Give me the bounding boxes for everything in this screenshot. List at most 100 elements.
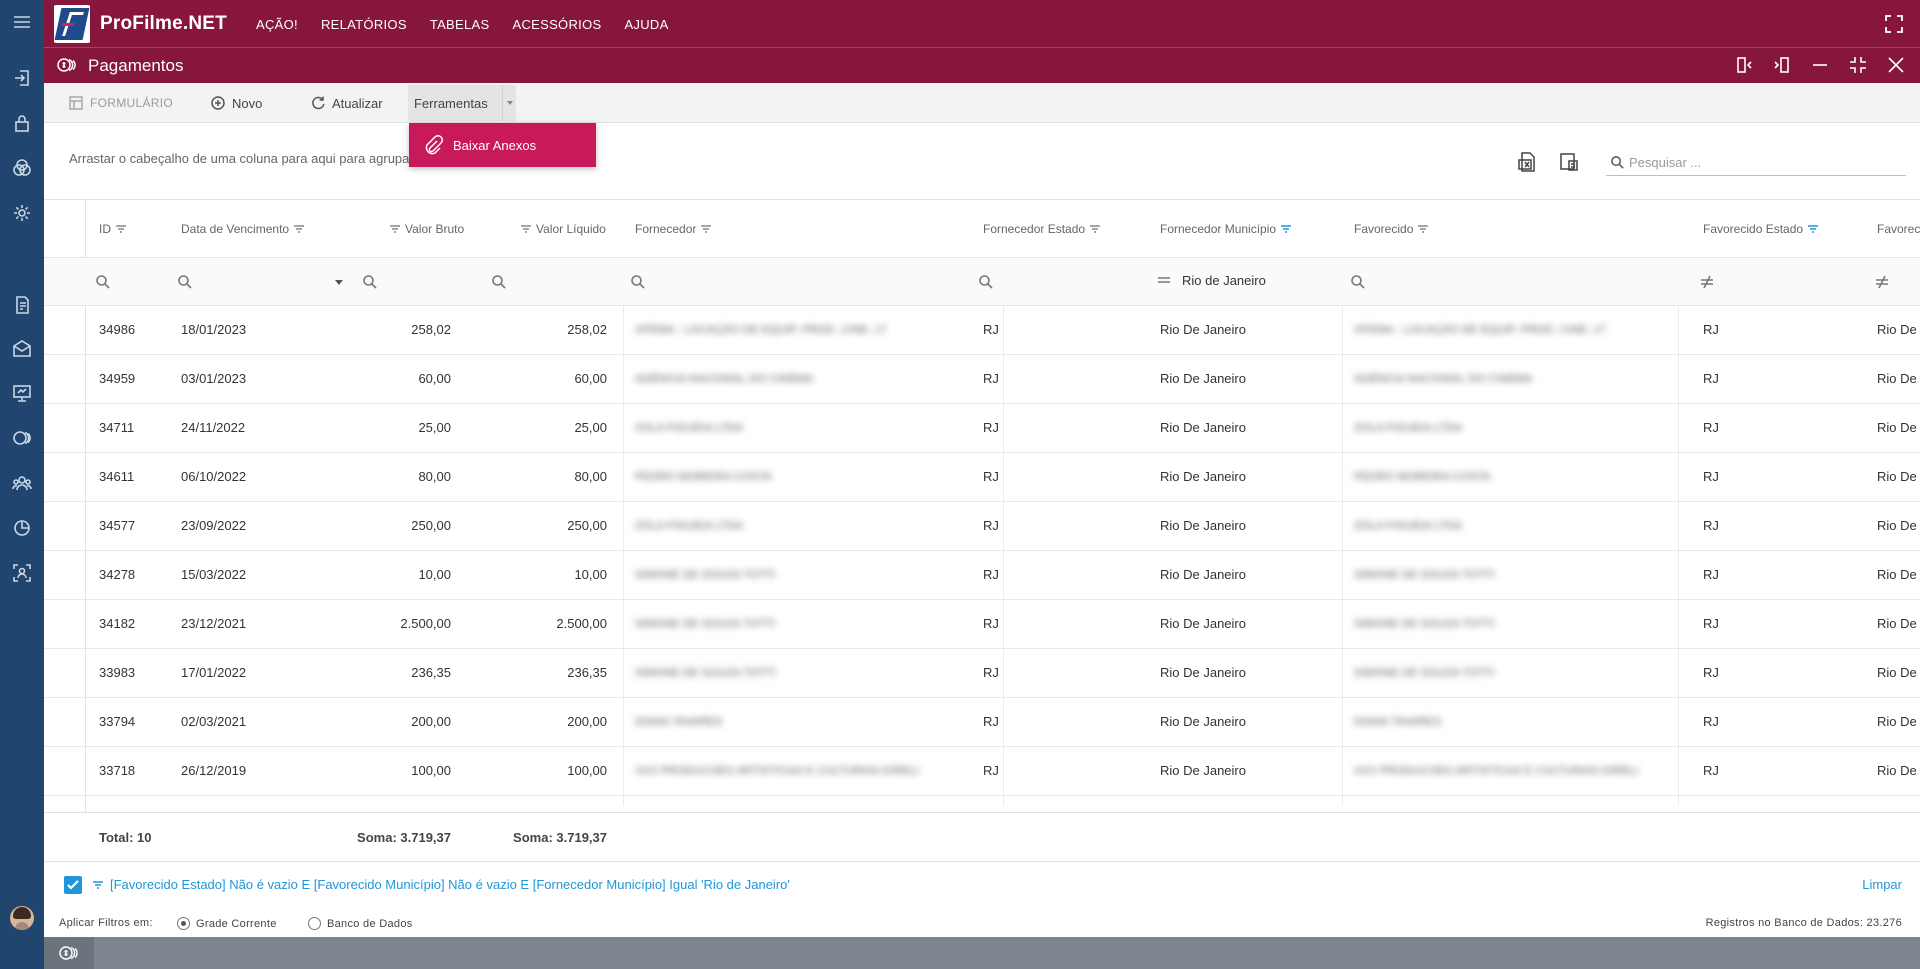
cell-valor-liquido: 60,00 [574, 371, 607, 386]
filter-icon[interactable] [293, 223, 305, 235]
cell-favorecido-municipio: Rio De [1877, 763, 1917, 778]
document-add-icon[interactable] [10, 293, 34, 317]
search-icon [96, 275, 110, 289]
export-excel-button[interactable] [1517, 151, 1541, 175]
rings-icon[interactable] [10, 156, 34, 180]
table-row[interactable]: 34959 03/01/2023 60,00 60,00 AGÊNCIA NACIONA… [44, 355, 1920, 404]
search-input[interactable] [1629, 155, 1889, 170]
date-dropdown-icon[interactable] [335, 280, 343, 285]
table-row[interactable]: 33718 26/12/2019 100,00 100,00 XXX PRODUCOES… [44, 747, 1920, 796]
filter-enabled-checkbox[interactable] [64, 876, 82, 894]
table-row[interactable]: 34278 15/03/2022 10,00 10,00 SIMONE DE SOUZA… [44, 551, 1920, 600]
cell-favorecido-municipio: Rio De [1877, 567, 1917, 582]
filter-icon[interactable] [115, 223, 127, 235]
payments-icon[interactable] [10, 426, 34, 450]
column-header-label: Valor Líquido [536, 222, 606, 236]
column-header-favorecido-municipio[interactable]: Favorec [1877, 222, 1920, 236]
search-icon [1351, 275, 1365, 289]
filter-icon[interactable] [520, 223, 532, 235]
cell-favorecido-estado: RJ [1703, 420, 1719, 435]
mail-open-icon[interactable] [10, 336, 34, 360]
column-header-fornecedor-municipio[interactable]: Fornecedor Município [1160, 222, 1292, 236]
filter-cell-id[interactable] [95, 274, 111, 290]
filter-expression[interactable]: [Favorecido Estado] Não é vazio E [Favor… [92, 877, 790, 892]
cell-valor-liquido: 2.500,00 [556, 616, 607, 631]
filter-active-icon[interactable] [1807, 223, 1819, 235]
cell-fornecedor: ZOLA FIGUEIA LTDA [635, 422, 744, 434]
column-header-favorecido[interactable]: Favorecido [1354, 222, 1429, 236]
formulario-button[interactable]: FORMULÁRIO [68, 95, 173, 111]
filter-cell-fornecedor[interactable] [630, 274, 646, 290]
not-equal-icon [1876, 275, 1888, 289]
payments-tab[interactable] [44, 937, 94, 969]
atualizar-button[interactable]: Atualizar [310, 95, 383, 111]
menu-tabelas[interactable]: TABELAS [429, 17, 490, 32]
radio-dot[interactable] [308, 917, 321, 930]
radio-banco-de-dados[interactable]: Banco de Dados [308, 917, 413, 930]
presentation-icon[interactable] [10, 381, 34, 405]
column-header-favorecido-estado[interactable]: Favorecido Estado [1703, 222, 1819, 236]
face-scan-icon[interactable] [10, 561, 34, 585]
column-header-fornecedor[interactable]: Fornecedor [635, 222, 712, 236]
cell-vencimento: 17/01/2022 [181, 665, 247, 680]
user-avatar[interactable] [10, 906, 34, 930]
ferramentas-button[interactable]: Ferramentas [408, 85, 516, 121]
column-header-valor-liquido[interactable]: Valor Líquido [520, 222, 606, 236]
cell-valor-bruto: 100,00 [411, 763, 451, 778]
cell-favorecido-estado: RJ [1703, 322, 1719, 337]
table-row[interactable]: 33794 02/03/2021 200,00 200,00 DIANA TAVARES… [44, 698, 1920, 747]
dock-left-icon[interactable] [1734, 55, 1754, 75]
table-row[interactable]: 34611 06/10/2022 80,00 80,00 PEDRO MOREIRA C… [44, 453, 1920, 502]
radio-dot[interactable] [177, 917, 190, 930]
table-row[interactable]: 34986 18/01/2023 258,02 258,02 XPEMA - LOCAÇ… [44, 306, 1920, 355]
radio-grade-corrente[interactable]: Grade Corrente [177, 917, 277, 930]
column-header-id[interactable]: ID [99, 222, 127, 236]
filter-cell-vencimento[interactable] [177, 274, 193, 290]
table-row[interactable]: 33983 17/01/2022 236,35 236,35 SIMONE DE SOU… [44, 649, 1920, 698]
filter-active-icon[interactable] [1280, 223, 1292, 235]
column-header-fornecedor-estado[interactable]: Fornecedor Estado [983, 222, 1101, 236]
filter-cell-favorecido[interactable] [1350, 274, 1366, 290]
filter-icon[interactable] [389, 223, 401, 235]
novo-button[interactable]: Novo [210, 95, 262, 111]
filter-icon[interactable] [700, 223, 712, 235]
gear-icon[interactable] [10, 201, 34, 225]
clear-filter-link[interactable]: Limpar [1862, 877, 1902, 892]
filter-cell-valor-liquido[interactable] [491, 274, 507, 290]
column-header-valor-bruto[interactable]: Valor Bruto [389, 222, 464, 236]
filter-icon[interactable] [1089, 223, 1101, 235]
filter-cell-valor-bruto[interactable] [362, 274, 378, 290]
menu-ajuda[interactable]: AJUDA [624, 17, 669, 32]
table-row[interactable]: 34711 24/11/2022 25,00 25,00 ZOLA FIGUEIA LT… [44, 404, 1920, 453]
column-chooser-button[interactable] [1558, 151, 1582, 175]
table-row[interactable]: 34577 23/09/2022 250,00 250,00 ZOLA FIGUEIA … [44, 502, 1920, 551]
cell-valor-bruto: 200,00 [411, 714, 451, 729]
column-chooser-icon [1560, 153, 1578, 171]
baixar-anexos-label: Baixar Anexos [453, 137, 537, 153]
menu-acessorios[interactable]: ACESSÓRIOS [512, 17, 602, 32]
dock-right-icon[interactable] [1772, 55, 1792, 75]
lock-icon[interactable] [10, 111, 34, 135]
fullscreen-icon[interactable] [1884, 14, 1904, 34]
filter-icon[interactable] [1417, 223, 1429, 235]
filter-cell-fornecedor-estado[interactable] [978, 274, 994, 290]
close-icon[interactable] [1886, 55, 1906, 75]
pie-chart-icon[interactable] [10, 516, 34, 540]
users-icon[interactable] [10, 471, 34, 495]
filter-cell-fornecedor-municipio[interactable]: Rio de Janeiro [1156, 272, 1266, 288]
novo-label: Novo [232, 95, 263, 111]
column-header-vencimento[interactable]: Data de Vencimento [181, 222, 305, 236]
restore-icon[interactable] [1848, 55, 1868, 75]
minimize-icon[interactable] [1810, 55, 1830, 75]
login-icon[interactable] [10, 66, 34, 90]
filter-cell-favorecido-municipio[interactable] [1874, 274, 1890, 290]
baixar-anexos-menu-item[interactable]: Baixar Anexos [409, 123, 596, 167]
refresh-icon [312, 96, 325, 110]
table-row[interactable]: 34182 23/12/2021 2.500,00 2.500,00 SIMONE DE… [44, 600, 1920, 649]
filter-cell-favorecido-estado[interactable] [1699, 274, 1715, 290]
menu-relatorios[interactable]: RELATÓRIOS [320, 17, 407, 32]
hamburger-menu-icon[interactable] [10, 10, 34, 34]
chevron-down-icon[interactable] [502, 85, 516, 121]
cell-id: 34182 [99, 616, 136, 631]
menu-acao[interactable]: AÇÃO! [256, 17, 298, 32]
